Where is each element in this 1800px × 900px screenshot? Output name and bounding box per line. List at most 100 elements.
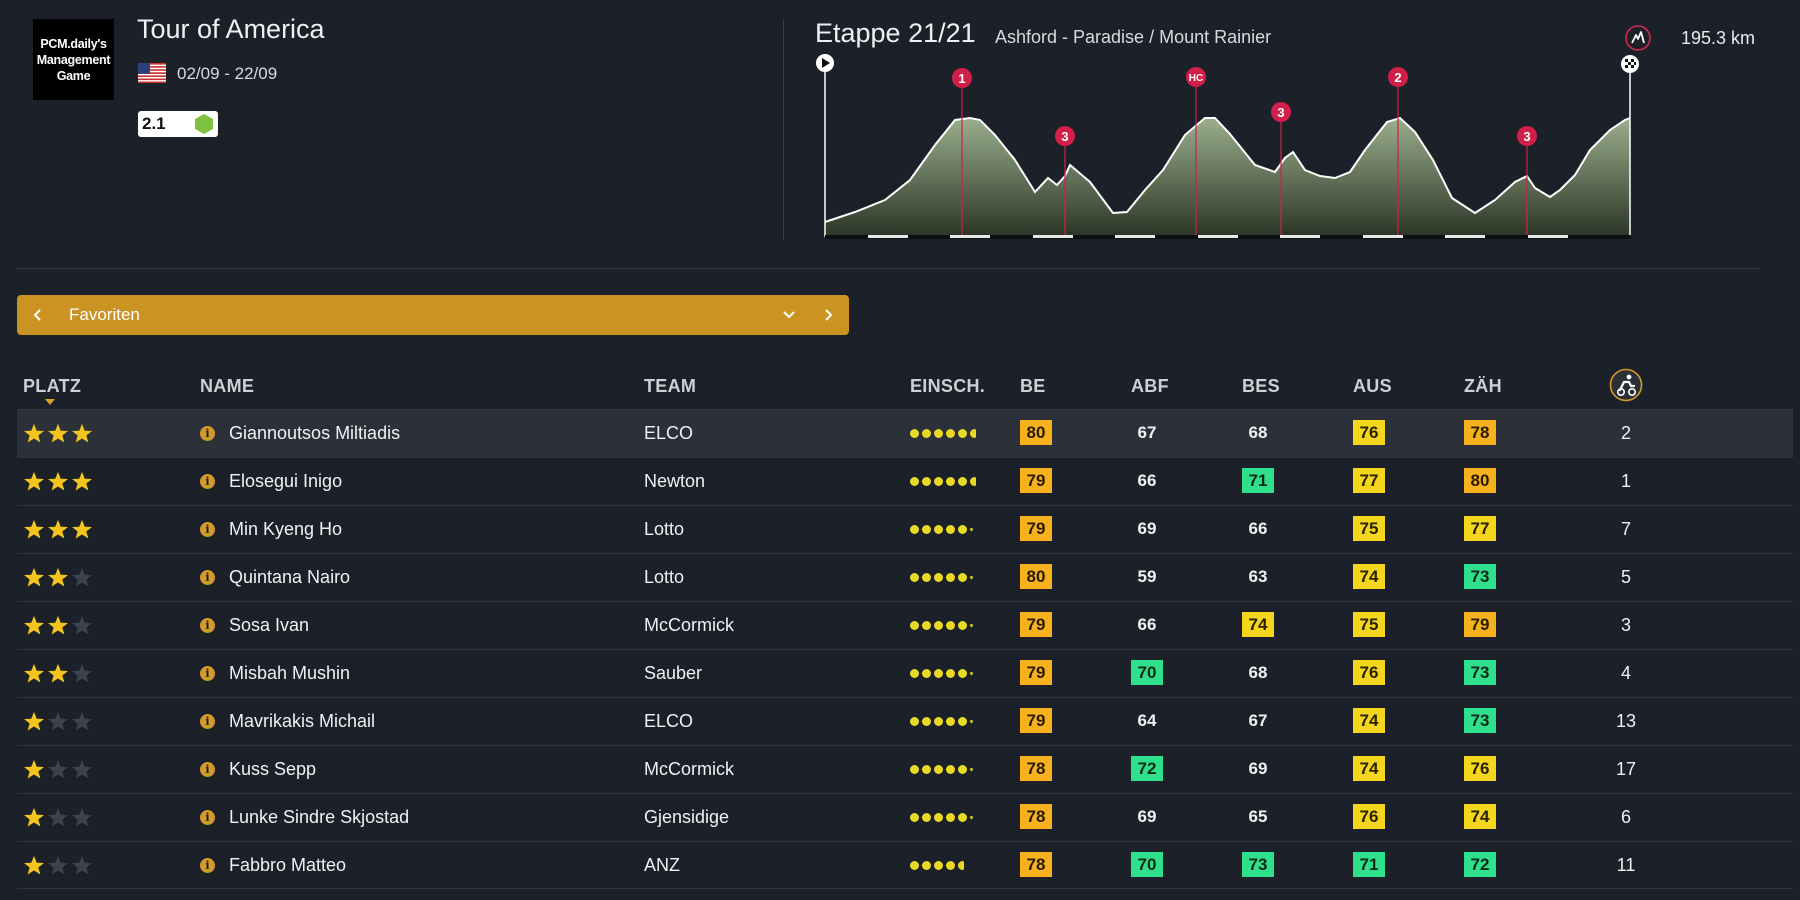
previous-list-button[interactable] xyxy=(17,295,59,335)
rider-team: Newton xyxy=(644,471,706,491)
column-header-platz[interactable]: PLATZ xyxy=(23,376,82,396)
rating-stars xyxy=(23,663,93,683)
rider-team: Lotto xyxy=(644,519,685,539)
column-header-team[interactable]: TEAM xyxy=(644,376,697,396)
form-dot-empty xyxy=(970,576,973,579)
stat-be: 80 xyxy=(1020,564,1052,589)
stat-aus: 75 xyxy=(1353,612,1385,637)
stage-profile-chart: 1 3 HC 3 2 3 xyxy=(816,54,1639,239)
info-icon[interactable]: i xyxy=(200,570,215,585)
rating-stars xyxy=(23,519,93,539)
info-icon[interactable]: i xyxy=(200,522,215,537)
form-indicator xyxy=(910,861,964,870)
stat-bes: 67 xyxy=(1248,711,1268,730)
stat-be: 78 xyxy=(1020,756,1052,781)
info-icon[interactable]: i xyxy=(200,426,215,441)
form-dot-empty xyxy=(970,816,973,819)
rider-name[interactable]: Misbah Mushin xyxy=(229,663,351,683)
info-icon[interactable]: i xyxy=(200,810,215,825)
next-list-button[interactable] xyxy=(807,295,849,335)
column-header-zah[interactable]: ZÄH xyxy=(1464,376,1502,396)
us-flag-icon xyxy=(138,63,166,83)
cyclist-rank-icon[interactable] xyxy=(1609,368,1643,402)
form-dot xyxy=(958,765,967,774)
form-dot xyxy=(946,717,955,726)
rider-name[interactable]: Fabbro Matteo xyxy=(229,855,347,875)
table-row[interactable]: i Sosa Ivan McCormick 79 66 74 75 79 3 xyxy=(17,601,1793,649)
form-indicator xyxy=(910,429,976,438)
table-row[interactable]: i Fabbro Matteo ANZ 78 70 73 71 72 11 xyxy=(17,841,1793,889)
stat-abf: 70 xyxy=(1131,660,1163,685)
rider-name[interactable]: Mavrikakis Michail xyxy=(229,711,376,731)
column-header-name[interactable]: NAME xyxy=(200,376,255,396)
stat-aus: 74 xyxy=(1353,564,1385,589)
info-icon[interactable]: i xyxy=(200,762,215,777)
table-row[interactable]: i Lunke Sindre Skjostad Gjensidige 78 69 6… xyxy=(17,793,1793,841)
column-header-aus[interactable]: AUS xyxy=(1353,376,1392,396)
dropdown-button[interactable] xyxy=(771,295,807,335)
chevron-right-icon xyxy=(825,309,833,321)
rider-name[interactable]: Elosegui Inigo xyxy=(229,471,343,491)
rider-name[interactable]: Giannoutsos Miltiadis xyxy=(229,423,401,443)
column-header-abf[interactable]: ABF xyxy=(1131,376,1169,396)
table-row[interactable]: i Kuss Sepp McCormick 78 72 69 74 76 17 xyxy=(17,745,1793,793)
rider-name[interactable]: Min Kyeng Ho xyxy=(229,519,343,539)
star-filled-icon xyxy=(72,423,92,443)
table-row[interactable]: i Elosegui Inigo Newton 79 66 71 77 80 1 xyxy=(17,457,1793,505)
star-empty-icon xyxy=(72,759,92,779)
rider-rank: 17 xyxy=(1615,759,1637,779)
climb-marker: 3 xyxy=(1271,102,1291,122)
form-dot xyxy=(934,573,943,582)
rider-team: Sauber xyxy=(644,663,703,683)
rating-stars xyxy=(23,807,93,827)
climb-category: 3 xyxy=(1523,129,1530,144)
rider-name[interactable]: Kuss Sepp xyxy=(229,759,317,779)
star-filled-icon xyxy=(24,519,44,539)
rider-rank: 4 xyxy=(1620,663,1631,683)
stat-bes: 71 xyxy=(1242,468,1274,493)
star-empty-icon xyxy=(72,615,92,635)
stat-bes: 74 xyxy=(1242,612,1274,637)
table-row[interactable]: i Mavrikakis Michail ELCO 79 64 67 74 73 13 xyxy=(17,697,1793,745)
stat-zah: 73 xyxy=(1464,564,1496,589)
table-row[interactable]: i Quintana Nairo Lotto 80 59 63 74 73 5 xyxy=(17,553,1793,601)
star-empty-icon xyxy=(72,663,92,683)
info-icon[interactable]: i xyxy=(200,666,215,681)
race-category: 2.1 xyxy=(142,114,166,133)
rider-name[interactable]: Sosa Ivan xyxy=(229,615,310,635)
rider-name[interactable]: Lunke Sindre Skjostad xyxy=(229,807,410,827)
info-icon[interactable]: i xyxy=(200,858,215,873)
table-row[interactable]: i Min Kyeng Ho Lotto 79 69 66 75 77 7 xyxy=(17,505,1793,553)
table-row[interactable]: i Giannoutsos Miltiadis ELCO 80 67 68 76 78 … xyxy=(17,409,1793,457)
rider-name[interactable]: Quintana Nairo xyxy=(229,567,351,587)
rating-stars xyxy=(23,567,93,587)
rider-team: Lotto xyxy=(644,567,685,587)
star-filled-icon xyxy=(48,615,68,635)
stage-distance: 195.3 km xyxy=(1681,28,1756,48)
stat-abf: 69 xyxy=(1137,807,1157,826)
table-row[interactable]: i Misbah Mushin Sauber 79 70 68 76 73 4 xyxy=(17,649,1793,697)
info-icon[interactable]: i xyxy=(200,618,215,633)
stat-bes: 68 xyxy=(1248,663,1268,682)
rider-table: i Giannoutsos Miltiadis ELCO 80 67 68 76 78 … xyxy=(17,409,1793,889)
rider-rank: 2 xyxy=(1620,423,1631,443)
star-empty-icon xyxy=(72,807,92,827)
column-header-bes[interactable]: BES xyxy=(1242,376,1280,396)
star-empty-icon xyxy=(48,855,68,875)
rating-stars xyxy=(23,615,93,635)
form-dot xyxy=(946,621,955,630)
selector-label: Favoriten xyxy=(69,305,140,324)
column-header-be[interactable]: BE xyxy=(1020,376,1046,396)
star-empty-icon xyxy=(48,759,68,779)
form-dot xyxy=(910,477,919,486)
chevron-down-icon xyxy=(783,311,795,319)
column-header-einsch[interactable]: EINSCH. xyxy=(910,376,986,396)
list-selector[interactable]: Favoriten xyxy=(17,295,849,335)
stat-be: 80 xyxy=(1020,420,1052,445)
form-dot-empty xyxy=(970,768,973,771)
rating-stars xyxy=(23,759,93,779)
info-icon[interactable]: i xyxy=(200,714,215,729)
form-dot xyxy=(934,861,943,870)
form-dot xyxy=(910,765,919,774)
info-icon[interactable]: i xyxy=(200,474,215,489)
